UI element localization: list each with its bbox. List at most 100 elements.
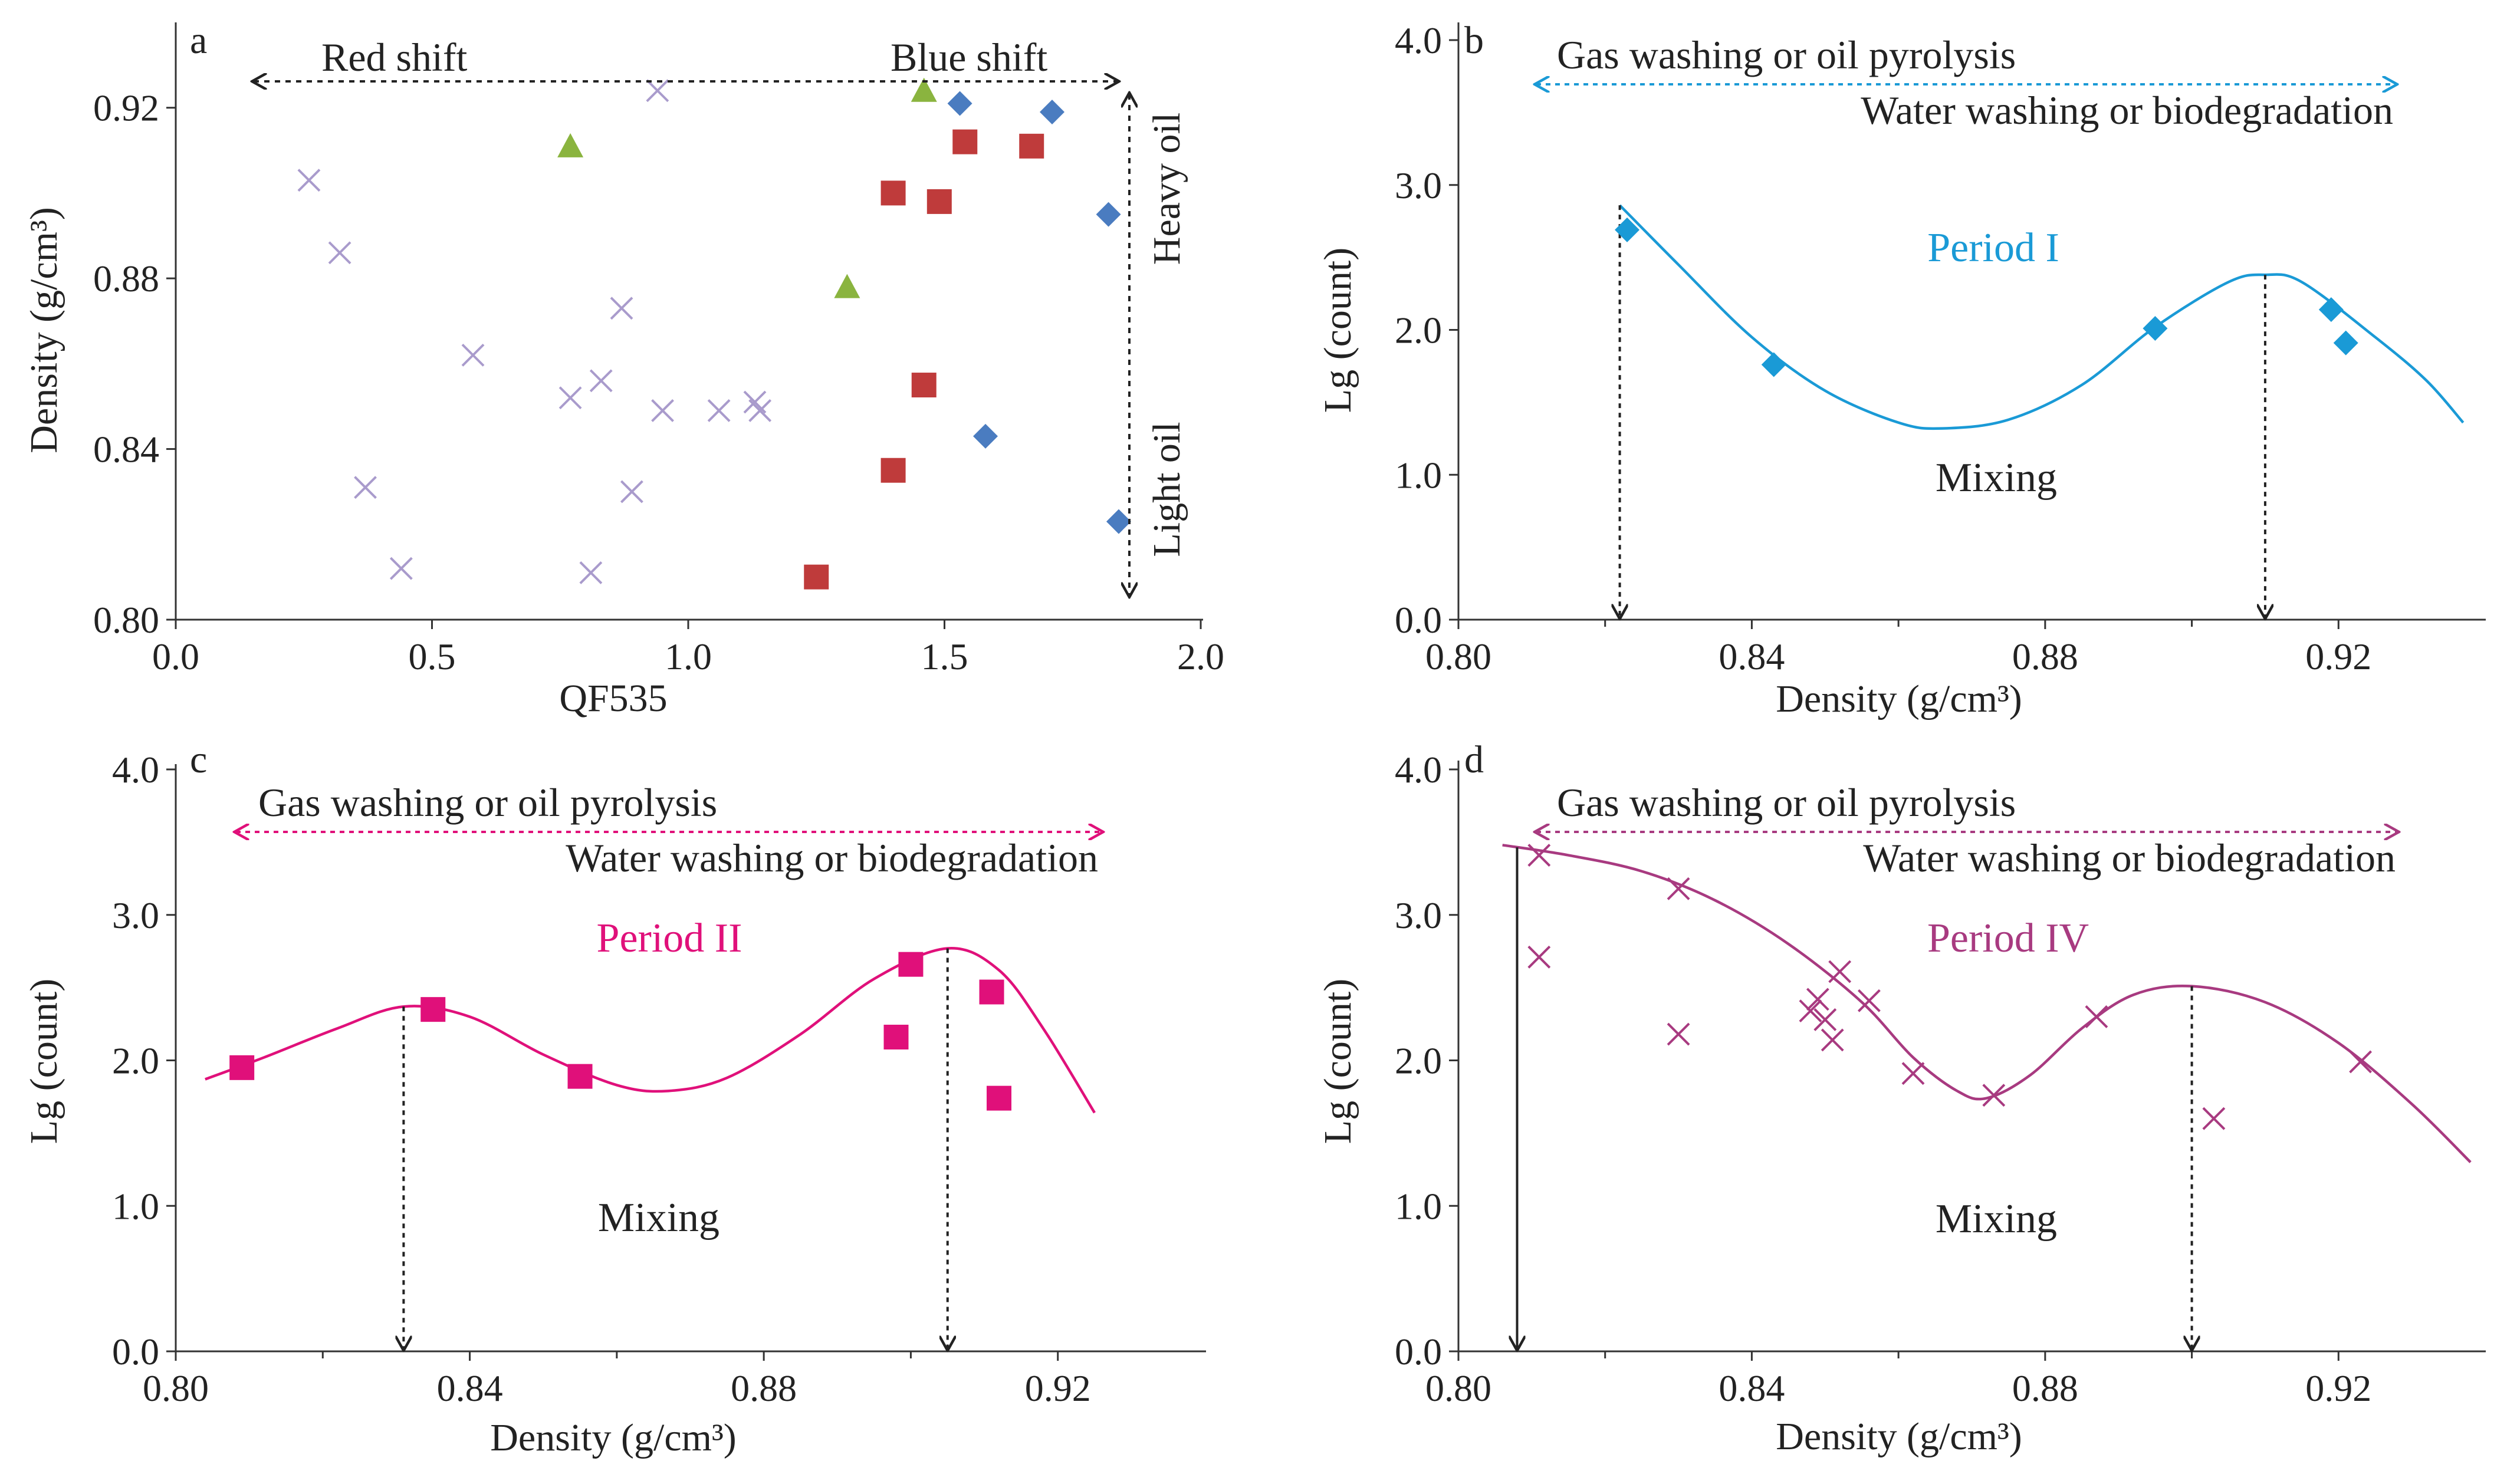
gas-washing-label: Gas washing or oil pyrolysis (1557, 32, 2016, 77)
data-point (911, 77, 937, 102)
panel-c: 0.80 0.84 0.88 0.92 0.0 1.0 2.0 3.0 4.0 c Densit… (22, 738, 1206, 1459)
y-tick-label: 0.88 (93, 258, 159, 300)
overlay-group (205, 947, 1096, 1349)
x-tick-label: 0.84 (1719, 1367, 1785, 1409)
marks-group (297, 77, 1131, 590)
x-axis-label: Density (g/cm³) (1776, 677, 2022, 720)
data-point (1761, 352, 1786, 377)
data-point (1527, 844, 1551, 867)
x-tick-label: 0.92 (2305, 636, 2371, 677)
data-point (911, 373, 937, 398)
marks-group (1527, 844, 2373, 1130)
y-tick-label: 4.0 (112, 749, 159, 791)
data-point (926, 189, 952, 214)
data-point (558, 386, 582, 410)
tick-group: 0.0 0.5 1.0 1.5 2.0 0.80 0.84 0.88 0.92 (93, 87, 1224, 677)
data-point (1828, 960, 1852, 983)
y-tick-label: 1.0 (1395, 1185, 1442, 1227)
data-point (651, 399, 674, 422)
panel-letter: d (1464, 738, 1484, 781)
data-point (707, 399, 731, 422)
light-oil-label: Light oil (1145, 422, 1188, 557)
y-tick-label: 2.0 (112, 1040, 159, 1082)
x-tick-label: 2.0 (1177, 636, 1224, 677)
data-point (328, 241, 351, 265)
data-point (883, 1025, 909, 1050)
overlay-group (1618, 204, 2465, 617)
data-point (646, 79, 669, 103)
data-point (1615, 217, 1640, 242)
data-point (2318, 297, 2344, 323)
x-tick-label: 1.5 (921, 636, 968, 677)
x-tick-label: 0.80 (1425, 1367, 1491, 1409)
y-tick-label: 0.0 (112, 1331, 159, 1373)
fit-curve (1502, 844, 2472, 1163)
fit-curve (1618, 204, 2465, 430)
data-point (1019, 133, 1044, 159)
x-tick-label: 0.92 (2305, 1367, 2371, 1409)
x-tick-label: 0.88 (2012, 1367, 2078, 1409)
y-axis-label: Lg (count) (1316, 979, 1359, 1144)
data-point (2202, 1107, 2226, 1130)
data-point (1799, 999, 1822, 1023)
x-axis-label: QF535 (559, 677, 667, 720)
gas-washing-label: Gas washing or oil pyrolysis (258, 780, 717, 825)
data-point (979, 979, 1004, 1005)
x-tick-label: 0.80 (143, 1367, 209, 1409)
x-tick-label: 0.5 (409, 636, 456, 677)
water-washing-label: Water washing or biodegradation (566, 835, 1098, 880)
data-point (229, 1055, 255, 1080)
data-point (420, 997, 446, 1022)
x-tick-label: 0.84 (437, 1367, 503, 1409)
x-axis-label: Density (g/cm³) (1776, 1415, 2022, 1458)
y-axis-label: Lg (count) (22, 979, 65, 1144)
x-tick-label: 0.88 (2012, 636, 2078, 677)
x-tick-label: 0.88 (731, 1367, 797, 1409)
panel-letter: c (190, 738, 207, 781)
data-point (1813, 1008, 1837, 1031)
panel-b: 0.80 0.84 0.88 0.92 0.0 1.0 2.0 3.0 4.0 b Densit… (1316, 19, 2486, 720)
y-tick-label: 3.0 (1395, 164, 1442, 206)
data-point (1806, 988, 1829, 1011)
data-point (567, 1064, 593, 1089)
x-axis-label: Density (g/cm³) (490, 1416, 737, 1459)
x-tick-label: 0.84 (1719, 636, 1785, 677)
y-tick-label: 1.0 (1395, 454, 1442, 496)
data-point (1901, 1062, 1925, 1085)
data-point (2143, 316, 2168, 341)
y-tick-label: 3.0 (1395, 894, 1442, 936)
mixing-label: Mixing (1936, 455, 2057, 501)
period-label: Period II (597, 916, 742, 961)
panel-letter: a (190, 19, 207, 62)
data-point (973, 423, 998, 449)
data-point (589, 369, 613, 393)
tick-group: 0.80 0.84 0.88 0.92 0.0 1.0 2.0 3.0 4.0 (1395, 749, 2371, 1409)
x-tick-label: 0.92 (1025, 1367, 1091, 1409)
y-tick-label: 0.80 (93, 599, 159, 641)
gas-washing-label: Gas washing or oil pyrolysis (1557, 780, 2016, 825)
data-point (461, 343, 485, 367)
data-point (610, 297, 633, 320)
fit-curve (205, 947, 1096, 1114)
marks-group (229, 952, 1011, 1111)
water-washing-label: Water washing or biodegradation (1861, 88, 2393, 133)
data-point (1096, 202, 1121, 227)
data-point (1106, 509, 1131, 534)
data-point (1667, 1022, 1690, 1046)
tick-group: 0.80 0.84 0.88 0.92 0.0 1.0 2.0 3.0 4.0 (1395, 19, 2371, 677)
heavy-oil-label: Heavy oil (1145, 113, 1188, 265)
mixing-label: Mixing (1936, 1196, 2057, 1242)
x-tick-label: 1.0 (665, 636, 712, 677)
data-point (2349, 1050, 2373, 1074)
panel-letter: b (1464, 19, 1484, 62)
y-tick-label: 2.0 (1395, 310, 1442, 351)
y-tick-label: 1.0 (112, 1185, 159, 1227)
data-point (1821, 1028, 1844, 1052)
data-point (2085, 1005, 2108, 1028)
y-tick-label: 4.0 (1395, 749, 1442, 791)
data-point (297, 169, 321, 192)
y-tick-label: 0.0 (1395, 599, 1442, 641)
data-point (1039, 99, 1064, 124)
panel-a: 0.0 0.5 1.0 1.5 2.00.800.840.880.92 a QF535 … (22, 19, 1224, 720)
